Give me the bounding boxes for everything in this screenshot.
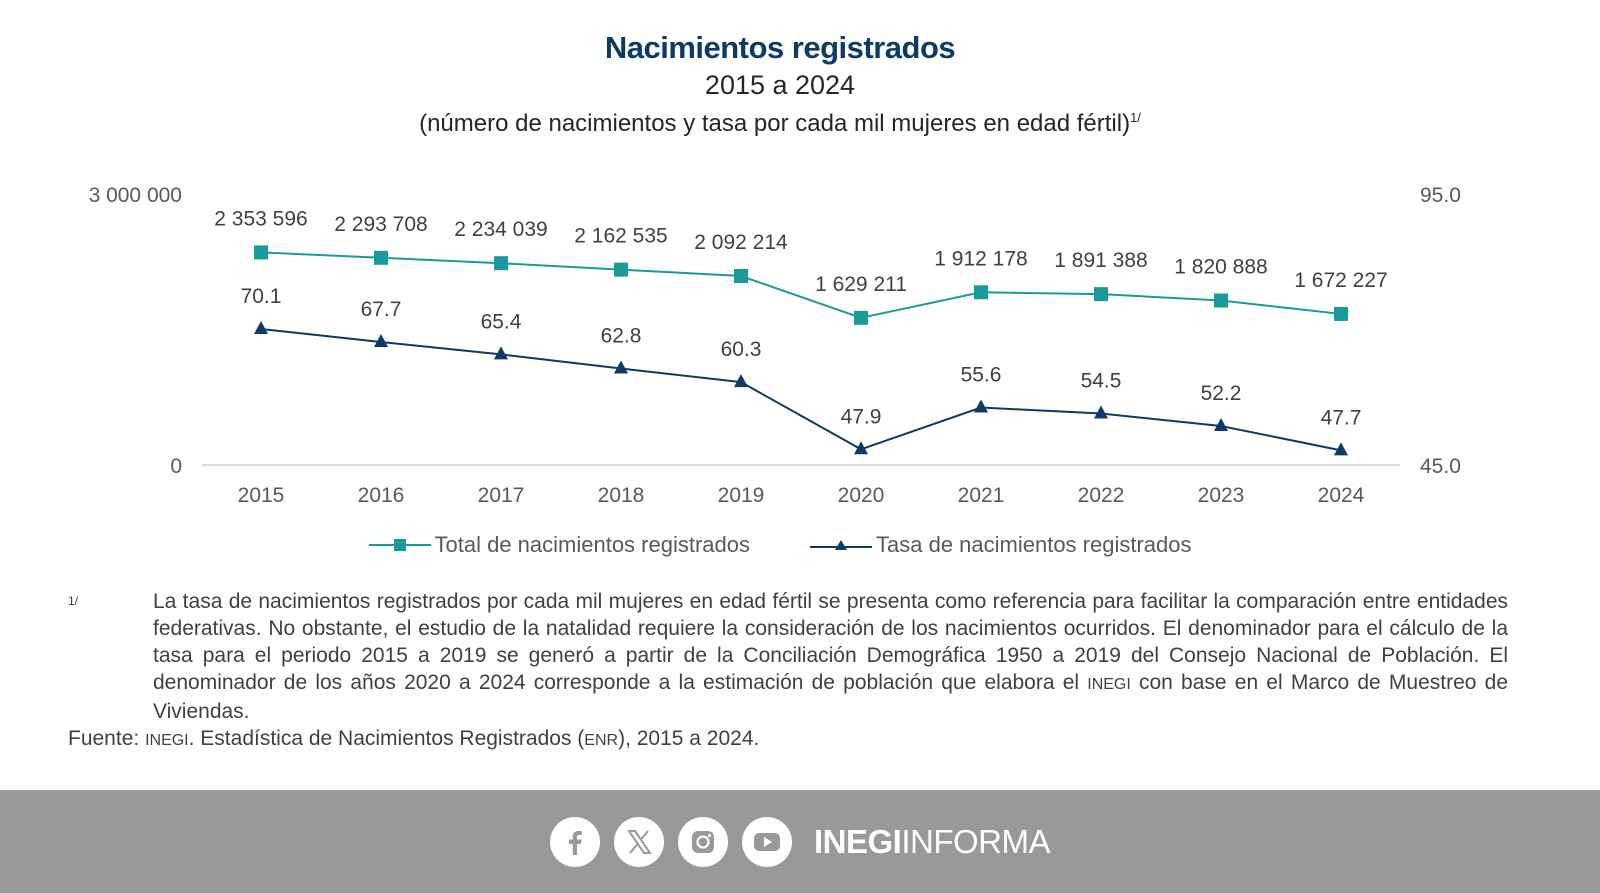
x-tick-label: 2016 (358, 484, 405, 507)
series-total-data-label: 2 353 596 (214, 207, 307, 230)
series-tasa-data-label: 47.7 (1321, 406, 1362, 429)
series-tasa-data-label: 52.2 (1201, 382, 1242, 405)
x-tick-label: 2022 (1078, 484, 1125, 507)
x-tick-label: 2015 (238, 484, 285, 507)
x-tick-label: 2020 (838, 484, 885, 507)
series-total-marker (734, 269, 748, 284)
footnote-text-part: La tasa de nacimientos registrados por c… (153, 590, 1508, 694)
legend-item-tasa: Tasa de nacimientos registrados (810, 532, 1192, 558)
series-total: 2 353 596 2 293 708 2 234 039 2 162 535 2 09… (214, 207, 1388, 325)
x-tick-label: 2024 (1318, 484, 1365, 507)
series-total-marker (974, 285, 988, 300)
instagram-icon[interactable] (677, 816, 728, 867)
x-tick-label: 2017 (478, 484, 525, 507)
legend-label-total: Total de nacimientos registrados (434, 532, 751, 557)
series-tasa-data-label: 67.7 (361, 298, 402, 321)
series-total-marker (254, 245, 268, 260)
brand-light: INFORMA (901, 822, 1051, 860)
series-total-marker (1214, 293, 1228, 308)
series-tasa-data-label: 65.4 (481, 310, 522, 333)
footnote-text-part: con base en el Marco de Muestreo de Vivi… (153, 671, 1508, 723)
series-tasa-data-label: 54.5 (1081, 370, 1122, 393)
series-total-data-label: 1 912 178 (934, 247, 1027, 270)
footnote: 1/ La tasa de nacimientos registrados po… (68, 588, 1508, 754)
footer-bar: INEGIINFORMA (0, 790, 1600, 893)
x-tick-label: 2023 (1198, 484, 1245, 507)
source-org: INEGI (145, 732, 189, 749)
y-right-tick-min: 45.0 (1420, 455, 1461, 478)
line-chart: 3 000 000 0 95.0 45.0 2015 2016 2017 2018 20… (89, 184, 1461, 507)
series-tasa-data-label: 55.6 (961, 364, 1002, 387)
legend-item-total: Total de nacimientos registrados (368, 532, 751, 558)
legend-square-marker-icon (368, 539, 431, 551)
units-text: (número de nacimientos y tasa por cada m… (419, 110, 1131, 137)
series-total-data-label: 1 672 227 (1294, 269, 1387, 292)
series-tasa-data-label: 47.9 (841, 405, 882, 428)
inegi-informa-logo: INEGIINFORMA (813, 822, 1051, 861)
series-total-data-label: 2 234 039 (454, 218, 547, 241)
series-total-data-label: 2 162 535 (574, 225, 667, 248)
series-total-marker (1334, 306, 1348, 321)
series-total-marker (1094, 287, 1108, 302)
series-total-data-label: 1 629 211 (815, 273, 907, 296)
series-tasa-marker (494, 346, 508, 360)
series-tasa-marker (1214, 417, 1228, 431)
series-total-data-label: 2 293 708 (334, 213, 427, 236)
x-axis-ticks: 2015 2016 2017 2018 2019 2020 2021 2022 2023 2024 (238, 484, 1365, 507)
source-prefix: Fuente: (68, 727, 146, 750)
series-tasa-marker (1094, 405, 1108, 419)
series-tasa: 70.1 67.7 65.4 62.8 60.3 47.9 55.6 54.5 52.2 47.7 (241, 285, 1362, 456)
series-total-marker (614, 262, 628, 277)
chart-subtitle: 2015 a 2024 (704, 70, 856, 100)
x-tick-label: 2019 (718, 484, 765, 507)
source-line: Fuente: INEGI. Estadística de Nacimiento… (68, 725, 1508, 754)
legend: Total de nacimientos registrados Tasa de… (0, 532, 1560, 558)
x-tick-label: 2018 (598, 484, 645, 507)
series-total-marker (374, 250, 388, 265)
x-icon[interactable] (613, 816, 664, 867)
series-tasa-marker (734, 374, 748, 388)
y-right-tick-max: 95.0 (1420, 184, 1461, 207)
chart-units: (número de nacimientos y tasa por cada m… (0, 102, 1560, 140)
series-tasa-data-label: 60.3 (721, 338, 762, 361)
series-tasa-marker (374, 333, 388, 347)
x-tick-label: 2021 (958, 484, 1005, 507)
y-left-tick-max: 3 000 000 (89, 184, 182, 207)
source-suffix: ), 2015 a 2024. (618, 727, 760, 750)
facebook-icon[interactable] (549, 816, 600, 867)
legend-triangle-marker-icon (810, 540, 872, 550)
series-total-data-label: 2 092 214 (694, 231, 788, 254)
units-note-mark: 1/ (1130, 110, 1141, 125)
series-total-line (260, 251, 1342, 319)
y-left-tick-min: 0 (170, 455, 182, 478)
chart-title: Nacimientos registrados (604, 30, 956, 65)
source-abbr: ENR (584, 732, 619, 749)
series-tasa-data-label: 62.8 (601, 325, 642, 348)
series-total-marker (854, 310, 868, 325)
footnote-text: La tasa de nacimientos registrados por c… (153, 588, 1508, 725)
footnote-org: INEGI (1087, 676, 1131, 693)
series-tasa-marker (614, 360, 628, 374)
series-tasa-marker (854, 441, 868, 455)
title-block: Nacimientos registrados 2015 a 2024 (núm… (0, 28, 1560, 140)
footnote-mark: 1/ (68, 594, 79, 608)
series-total-marker (494, 256, 508, 271)
youtube-icon[interactable] (741, 816, 792, 867)
series-tasa-marker (254, 320, 268, 334)
series-tasa-marker (1334, 442, 1348, 456)
series-tasa-data-label: 70.1 (241, 285, 282, 308)
series-total-data-label: 1 891 388 (1054, 249, 1147, 272)
series-total-data-label: 1 820 888 (1174, 256, 1267, 279)
series-tasa-marker (974, 399, 988, 413)
series-tasa-line (260, 327, 1342, 452)
legend-label-tasa: Tasa de nacimientos registrados (876, 532, 1192, 557)
source-middle: . Estadística de Nacimientos Registrados… (188, 727, 585, 750)
brand-bold: INEGI (813, 822, 902, 860)
